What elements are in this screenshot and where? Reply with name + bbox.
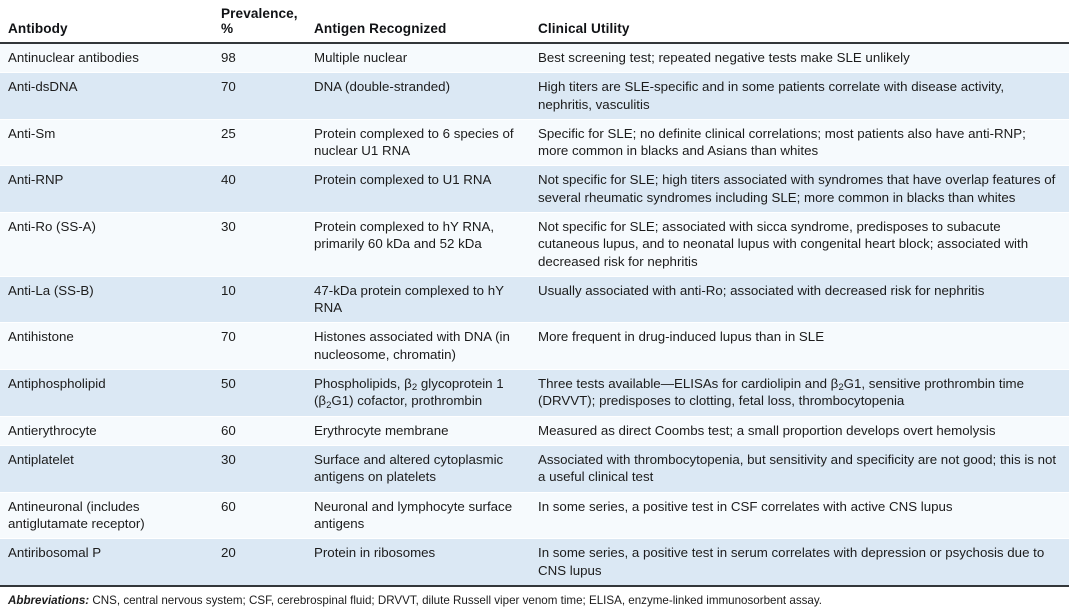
column-header-antibody: Antibody xyxy=(0,0,211,44)
table-row: Antiribosomal P 20 Protein in ribosomes In … xyxy=(0,538,1069,587)
cell-utility: Best screening test; repeated negative t… xyxy=(530,43,1069,74)
cell-antibody: Anti-dsDNA xyxy=(0,72,211,120)
antibody-table: Antibody Prevalence, % Antigen Recognize… xyxy=(0,0,1069,587)
cell-antibody: Anti-Sm xyxy=(0,119,211,167)
cell-prevalence: 30 xyxy=(211,445,304,493)
cell-utility: Specific for SLE; no definite clinical c… xyxy=(530,119,1069,167)
cell-antigen: Protein complexed to 6 species of nuclea… xyxy=(304,119,530,167)
footnote-label: Abbreviations: xyxy=(8,593,90,607)
cell-antibody: Antinuclear antibodies xyxy=(0,43,211,74)
cell-utility: Measured as direct Coombs test; a small … xyxy=(530,416,1069,447)
cell-prevalence: 50 xyxy=(211,369,304,417)
cell-prevalence: 10 xyxy=(211,276,304,324)
table-row: Anti-RNP 40 Protein complexed to U1 RNA Not… xyxy=(0,165,1069,213)
table-header: Antibody Prevalence, % Antigen Recognize… xyxy=(0,0,1069,44)
cell-antibody: Antihistone xyxy=(0,322,211,370)
table-row: Antiplatelet 30 Surface and altered cytopl… xyxy=(0,445,1069,493)
cell-antibody: Anti-Ro (SS-A) xyxy=(0,212,211,277)
cell-prevalence: 30 xyxy=(211,212,304,277)
cell-antigen: Erythrocyte membrane xyxy=(304,416,530,447)
table-row: Anti-dsDNA 70 DNA (double-stranded) High ti… xyxy=(0,72,1069,120)
table-row: Anti-Ro (SS-A) 30 Protein complexed to hY … xyxy=(0,212,1069,277)
cell-antibody: Antiribosomal P xyxy=(0,538,211,587)
cell-antigen: DNA (double-stranded) xyxy=(304,72,530,120)
cell-antibody: Anti-RNP xyxy=(0,165,211,213)
cell-antigen: Histones associated with DNA (in nucleos… xyxy=(304,322,530,370)
cell-prevalence: 20 xyxy=(211,538,304,587)
table-row: Antierythrocyte 60 Erythrocyte membrane Mea… xyxy=(0,416,1069,447)
cell-antibody: Antiplatelet xyxy=(0,445,211,493)
cell-antibody: Antierythrocyte xyxy=(0,416,211,447)
cell-antigen: Multiple nuclear xyxy=(304,43,530,74)
table-row: Antineuronal (includes antiglutamate rec… xyxy=(0,492,1069,540)
table-footnote: Abbreviations: CNS, central nervous syst… xyxy=(0,586,1069,612)
cell-antigen: Protein complexed to U1 RNA xyxy=(304,165,530,213)
cell-utility: Not specific for SLE; associated with si… xyxy=(530,212,1069,277)
table-header-row: Antibody Prevalence, % Antigen Recognize… xyxy=(0,0,1069,44)
cell-prevalence: 60 xyxy=(211,416,304,447)
cell-utility: In some series, a positive test in serum… xyxy=(530,538,1069,587)
cell-antigen: Neuronal and lymphocyte surface antigens xyxy=(304,492,530,540)
cell-prevalence: 60 xyxy=(211,492,304,540)
cell-prevalence: 70 xyxy=(211,322,304,370)
cell-antigen: 47-kDa protein complexed to hY RNA xyxy=(304,276,530,324)
cell-utility: More frequent in drug-induced lupus than… xyxy=(530,322,1069,370)
cell-utility: In some series, a positive test in CSF c… xyxy=(530,492,1069,540)
table-row: Anti-La (SS-B) 10 47-kDa protein complexed… xyxy=(0,276,1069,324)
cell-antigen: Phospholipids, β2 glycoprotein 1 (β2G1) … xyxy=(304,369,530,417)
cell-prevalence: 70 xyxy=(211,72,304,120)
column-header-utility: Clinical Utility xyxy=(530,0,1069,44)
cell-antigen: Surface and altered cytoplasmic antigens… xyxy=(304,445,530,493)
cell-prevalence: 25 xyxy=(211,119,304,167)
cell-antibody: Antiphospholipid xyxy=(0,369,211,417)
table-row: Anti-Sm 25 Protein complexed to 6 species … xyxy=(0,119,1069,167)
cell-utility: Usually associated with anti-Ro; associa… xyxy=(530,276,1069,324)
cell-antibody: Antineuronal (includes antiglutamate rec… xyxy=(0,492,211,540)
table-row: Antinuclear antibodies 98 Multiple nuclear… xyxy=(0,43,1069,74)
cell-utility: Not specific for SLE; high titers associ… xyxy=(530,165,1069,213)
footnote-text: CNS, central nervous system; CSF, cerebr… xyxy=(89,593,823,607)
cell-antibody: Anti-La (SS-B) xyxy=(0,276,211,324)
column-header-prevalence: Prevalence, % xyxy=(211,0,304,44)
cell-antigen: Protein in ribosomes xyxy=(304,538,530,587)
table-body: Antinuclear antibodies 98 Multiple nuclear… xyxy=(0,43,1069,587)
cell-utility: High titers are SLE-specific and in some… xyxy=(530,72,1069,120)
table-row: Antihistone 70 Histones associated with DN… xyxy=(0,322,1069,370)
cell-utility: Three tests available—ELISAs for cardiol… xyxy=(530,369,1069,417)
cell-antigen: Protein complexed to hY RNA, primarily 6… xyxy=(304,212,530,277)
column-header-antigen: Antigen Recognized xyxy=(304,0,530,44)
cell-prevalence: 98 xyxy=(211,43,304,74)
table-row: Antiphospholipid 50 Phospholipids, β2 glyc… xyxy=(0,369,1069,417)
cell-utility: Associated with thrombocytopenia, but se… xyxy=(530,445,1069,493)
cell-prevalence: 40 xyxy=(211,165,304,213)
